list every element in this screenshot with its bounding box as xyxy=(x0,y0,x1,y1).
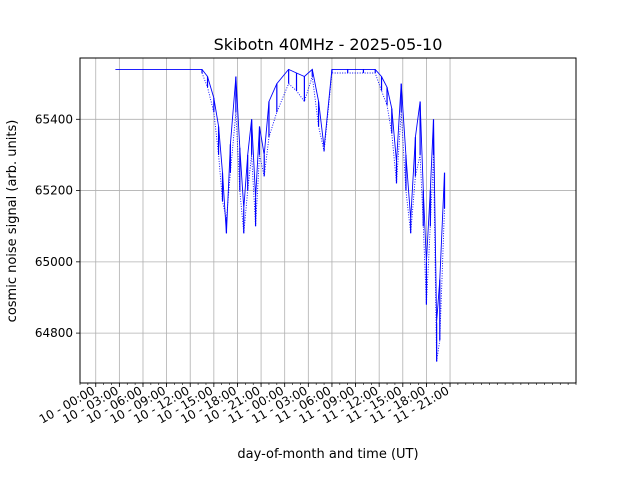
y-axis-label: cosmic noise signal (arb. units) xyxy=(5,120,20,323)
series-line-0 xyxy=(115,68,445,323)
y-tick-label: 65200 xyxy=(35,184,73,198)
x-axis-label: day-of-month and time (UT) xyxy=(237,447,418,462)
chart-title: Skibotn 40MHz - 2025-05-10 xyxy=(214,35,443,54)
y-tick-label: 65400 xyxy=(35,112,73,126)
grid xyxy=(80,58,576,383)
y-tick-label: 65000 xyxy=(35,255,73,269)
y-axis: 64800 65000 65200 65400 xyxy=(35,112,80,340)
y-tick-label: 64800 xyxy=(35,326,73,340)
plot-area xyxy=(115,68,446,362)
axes-frame xyxy=(79,57,577,384)
